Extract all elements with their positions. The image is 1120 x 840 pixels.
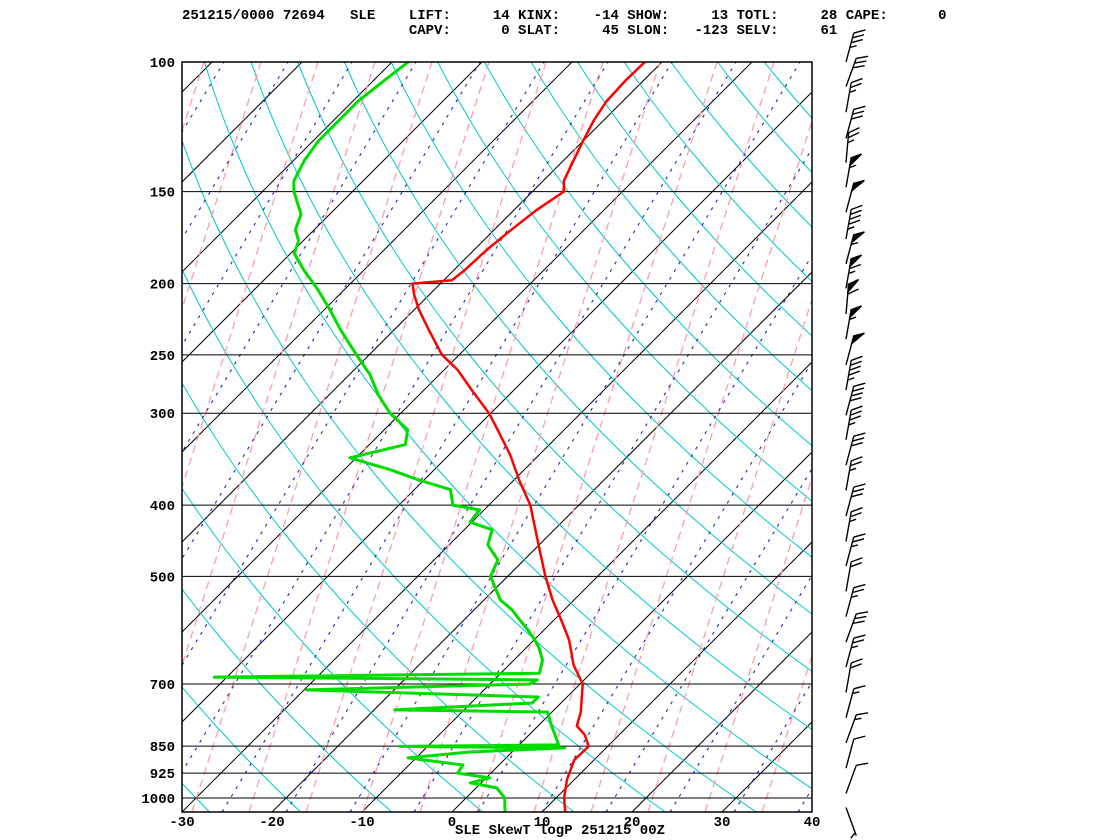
wind-barb xyxy=(845,153,863,188)
wind-barb xyxy=(845,807,857,839)
wind-barb xyxy=(845,685,866,718)
wind-barb xyxy=(845,405,863,440)
pressure-tick-label: 500 xyxy=(150,570,175,586)
pressure-tick-label: 200 xyxy=(150,278,175,294)
temperature-tick-label: 10 xyxy=(534,815,551,831)
wind-barb xyxy=(845,634,866,668)
wind-barb xyxy=(845,127,860,163)
isotherm-lines xyxy=(182,62,812,812)
wind-barb xyxy=(845,231,865,264)
wind-barb xyxy=(845,735,866,769)
mixing-ratio-lines xyxy=(182,62,812,812)
temperature-tick-label: -10 xyxy=(349,815,374,831)
wind-barb xyxy=(845,557,863,592)
pressure-tick-label: 400 xyxy=(150,499,175,515)
wind-barb xyxy=(845,483,866,517)
temperature-trace xyxy=(411,62,647,812)
wind-barb xyxy=(845,55,869,87)
wind-barb xyxy=(845,332,865,366)
wind-barb xyxy=(845,77,863,113)
wind-barbs xyxy=(845,29,869,839)
pressure-tick-label: 925 xyxy=(150,767,175,783)
pressure-axis-labels: 100 150 200 250 300 400 500 700 850 925 1000 xyxy=(141,56,175,808)
header-stats-line1: 251215/0000 72694 SLE LIFT: 14 KINX: -14… xyxy=(182,8,947,24)
wind-barb xyxy=(845,204,863,240)
wind-barb xyxy=(845,432,866,466)
pressure-tick-label: 100 xyxy=(150,56,175,72)
wind-barb xyxy=(845,278,860,315)
wind-barb xyxy=(845,105,866,139)
temperature-axis-labels: -30 -20 -10 0 10 20 30 40 xyxy=(169,815,820,831)
chart-title: SLE SkewT logP 251215 00Z xyxy=(454,823,666,839)
wind-barb xyxy=(845,355,863,391)
wind-barb xyxy=(845,507,863,542)
wind-barb xyxy=(845,533,866,567)
pressure-tick-label: 300 xyxy=(150,407,175,423)
header-stats-line2: CAPV: 0 SLAT: 45 SLON: -123 SELV: 61 xyxy=(182,23,838,39)
temperature-tick-label: -30 xyxy=(169,815,194,831)
wind-barb xyxy=(845,456,863,491)
wind-barb xyxy=(845,382,866,416)
temperature-tick-label: 40 xyxy=(804,815,821,831)
pressure-tick-label: 150 xyxy=(150,186,175,202)
pressure-tick-label: 700 xyxy=(150,678,175,694)
plot-border xyxy=(181,61,813,813)
wind-barb xyxy=(845,29,866,63)
wind-barb xyxy=(845,762,869,794)
temperature-tick-label: 20 xyxy=(624,815,641,831)
temperature-tick-label: 30 xyxy=(714,815,731,831)
pressure-tick-label: 250 xyxy=(150,349,175,365)
wind-barb xyxy=(845,583,866,617)
dewpoint-trace xyxy=(212,62,567,812)
pressure-tick-label: 850 xyxy=(150,740,175,756)
temperature-tick-label: 0 xyxy=(448,815,456,831)
wind-barb xyxy=(845,254,863,289)
wind-barb xyxy=(845,712,869,744)
wind-barb xyxy=(845,611,869,643)
wind-barb xyxy=(845,658,863,693)
temperature-tick-label: -20 xyxy=(259,815,284,831)
wind-barb xyxy=(845,305,863,340)
pressure-tick-label: 1000 xyxy=(141,792,175,808)
dry-adiabat-lines xyxy=(182,62,812,812)
wind-barb xyxy=(845,179,865,213)
